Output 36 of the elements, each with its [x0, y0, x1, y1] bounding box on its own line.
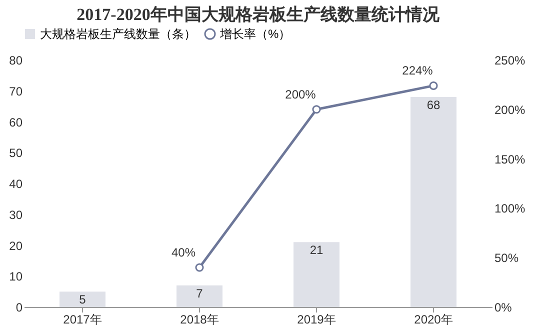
x-tick-label: 2017年	[63, 312, 102, 326]
point	[312, 105, 321, 114]
y-tick-label: 20	[9, 238, 23, 253]
point	[195, 263, 204, 272]
y2-tick-label: 50%	[494, 251, 519, 266]
data-label: 5	[79, 292, 86, 307]
bar	[60, 292, 106, 307]
bar	[410, 97, 456, 307]
data-label: 68	[426, 98, 440, 112]
data-label: 200%	[285, 87, 316, 102]
data-label: 224%	[402, 64, 434, 78]
x-tick-label: 2018年	[180, 312, 219, 326]
y-tick-label: 70	[9, 84, 23, 98]
y-tick-label: 0	[16, 300, 23, 314]
y2-tick-label: 250%	[494, 54, 526, 68]
y2-tick-label: 0%	[494, 300, 512, 314]
y-tick-label: 40	[9, 177, 23, 191]
y2-tick-label: 200%	[494, 102, 526, 117]
y2-tick-label: 150%	[494, 152, 526, 166]
x-tick-label: 2020年	[414, 312, 453, 326]
y-tick-label: 50	[9, 146, 23, 160]
y-tick-label: 60	[9, 115, 23, 130]
bar	[176, 285, 222, 307]
bar	[294, 242, 340, 307]
legend-label: 增长率（%）	[219, 27, 291, 41]
y-tick-label: 30	[9, 208, 23, 222]
legend-label: 大规格岩板生产线数量（条）	[40, 27, 196, 41]
point	[429, 81, 438, 90]
y-tick-label: 10	[9, 270, 23, 284]
chart-title: 2017-2020年中国大规格岩板生产线数量统计情况	[76, 5, 440, 24]
data-label: 40%	[171, 245, 196, 260]
x-tick-label: 2019年	[297, 312, 336, 326]
y2-tick-label: 100%	[494, 202, 526, 216]
data-label: 21	[310, 243, 324, 258]
y-tick-label: 80	[9, 54, 23, 68]
data-label: 7	[196, 286, 204, 300]
